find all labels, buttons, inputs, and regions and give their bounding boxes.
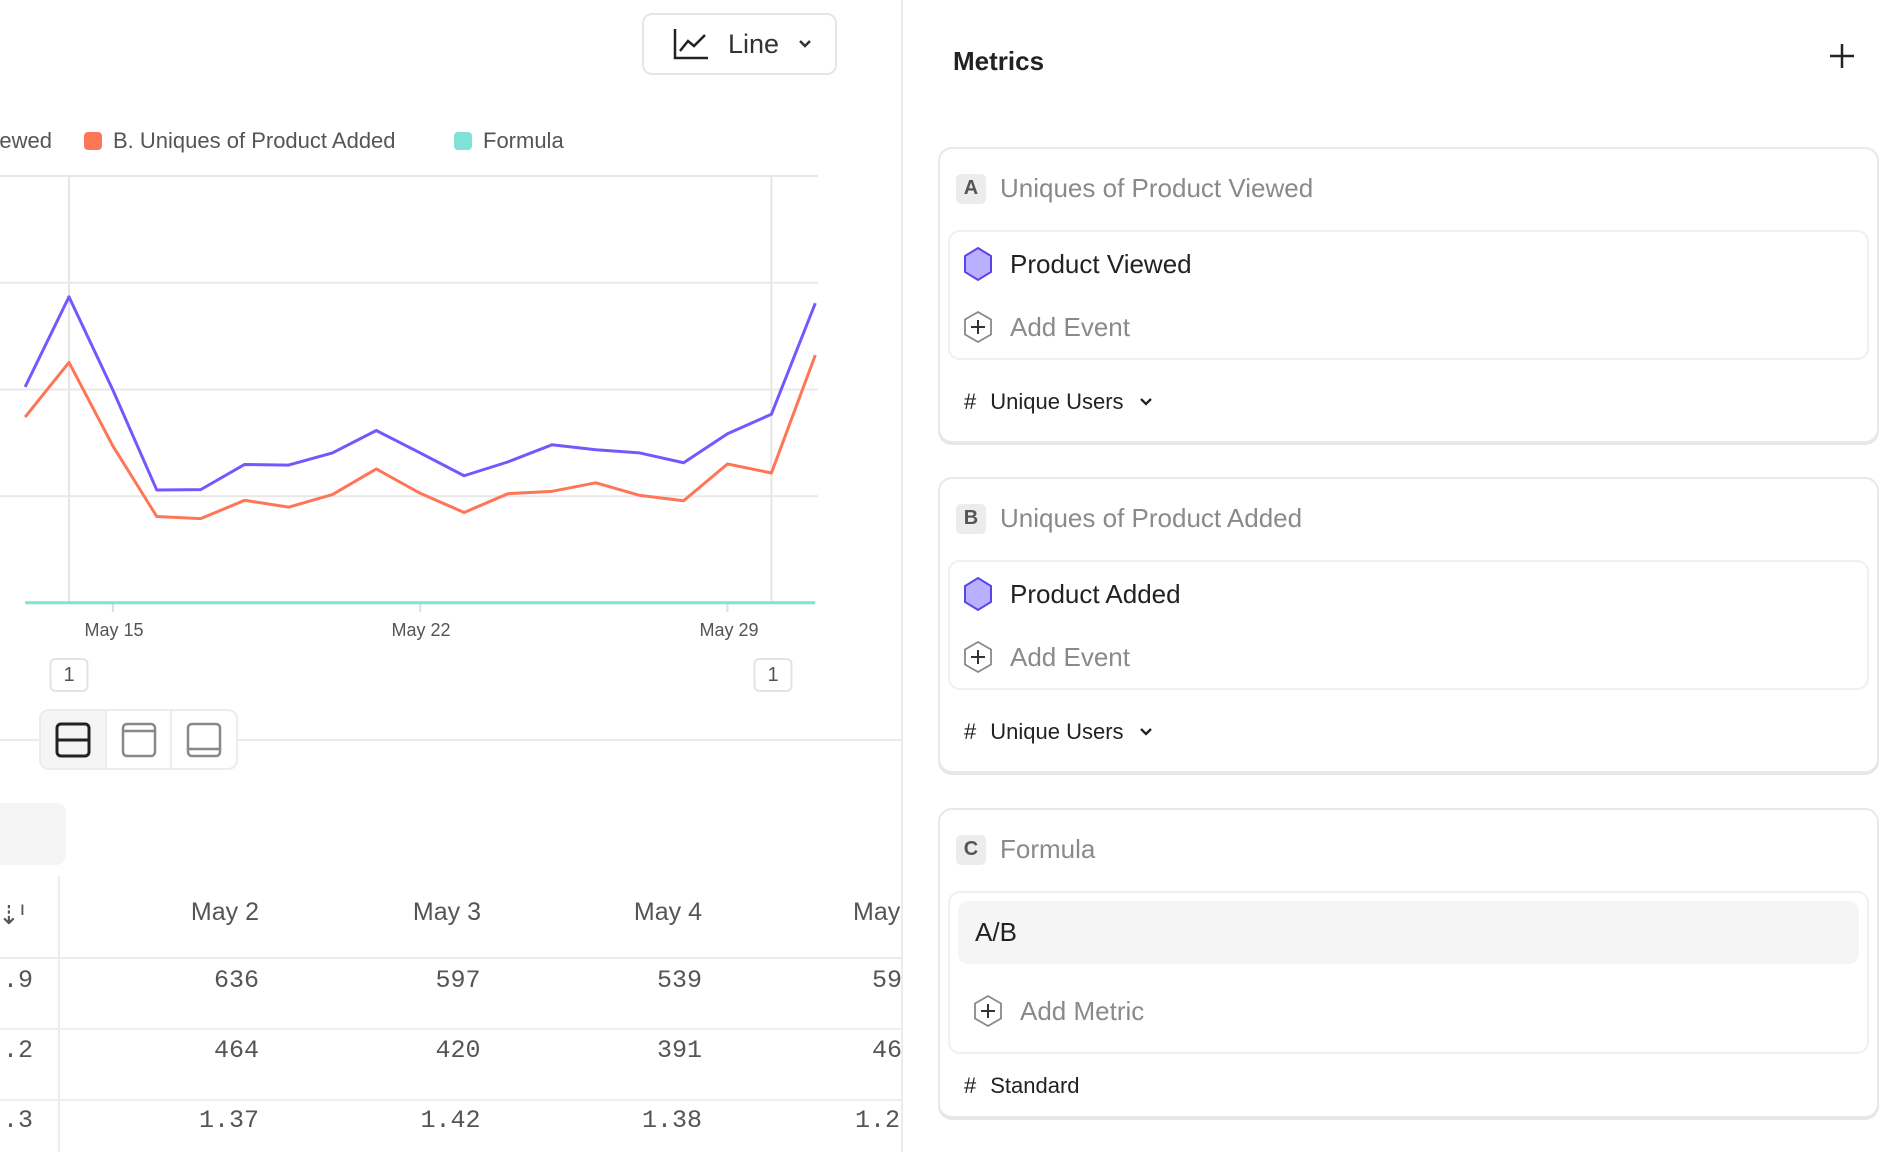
add-event-row[interactable]: Add Event	[962, 640, 1130, 674]
table-cell: .2	[2, 1036, 33, 1065]
aggregation-dropdown[interactable]: # Unique Users	[964, 389, 1154, 415]
metric-card-b: B Uniques of Product Added Product Added …	[938, 477, 1879, 773]
column-header[interactable]: May 4	[633, 898, 702, 926]
table-cell: 420	[435, 1036, 481, 1065]
legend-item-formula[interactable]: Formula	[454, 124, 564, 158]
formula-format[interactable]: # Standard	[964, 1073, 1080, 1099]
table-cell: 391	[656, 1036, 702, 1065]
panel-divider	[0, 739, 901, 741]
row-divider	[0, 1099, 901, 1101]
sort-icon[interactable]: ⇣ᑊ	[0, 900, 25, 930]
metric-card-a: A Uniques of Product Viewed Product Viewe…	[938, 147, 1879, 443]
layout-table-button[interactable]	[172, 711, 236, 768]
legend-label: Formula	[483, 128, 564, 153]
table-cell: .3	[2, 1106, 33, 1135]
layout-split-button[interactable]	[41, 711, 107, 768]
legend-label: B. Uniques of Product Added	[113, 128, 396, 153]
legend-label: A. Uniques of Product Viewed	[0, 128, 52, 153]
event-hexagon-icon	[964, 576, 992, 612]
series-line-a-uniques-of-product-viewed	[23, 295, 817, 492]
split-layout-icon	[55, 722, 91, 757]
chevron-down-icon	[799, 40, 811, 48]
legend-item-b[interactable]: B. Uniques of Product Added	[84, 124, 396, 158]
table-cell: 539	[656, 966, 702, 995]
aggregation-label: Unique Users	[990, 719, 1124, 744]
annotation-badge[interactable]: 1	[753, 658, 793, 692]
event-name: Product Viewed	[1010, 248, 1192, 279]
metric-letter: A	[956, 173, 986, 204]
metrics-title: Metrics	[953, 46, 1045, 76]
add-metric-label: Add Metric	[1020, 995, 1145, 1026]
legend-swatch	[84, 132, 102, 150]
aggregation-label: Unique Users	[990, 389, 1124, 414]
column-header[interactable]: May 3	[412, 898, 481, 926]
table-cell: 597	[435, 966, 481, 995]
legend-swatch	[454, 132, 472, 150]
chart-type-dropdown[interactable]: Line	[642, 13, 837, 75]
add-metric-button[interactable]	[1827, 41, 1857, 76]
aggregation-dropdown[interactable]: # Unique Users	[964, 719, 1154, 745]
event-row[interactable]: Product Viewed	[962, 246, 1192, 282]
event-name: Product Added	[1010, 578, 1181, 609]
table-cell: 46	[872, 1036, 903, 1065]
hash-icon: #	[964, 719, 977, 744]
table-only-layout-icon	[186, 722, 222, 757]
add-hexagon-icon	[964, 640, 992, 674]
add-event-label: Add Event	[1010, 311, 1130, 342]
add-hexagon-icon	[964, 310, 992, 344]
table-cell: 636	[213, 966, 259, 995]
x-tick-label: May 29	[699, 620, 759, 640]
table-cell: 1.38	[641, 1106, 702, 1135]
formula-input[interactable]: A/B	[958, 901, 1859, 964]
hash-icon: #	[964, 389, 977, 414]
table-divider	[58, 876, 60, 1152]
add-hexagon-icon	[974, 994, 1002, 1028]
line-chart	[0, 175, 818, 612]
table-cell: 464	[213, 1036, 259, 1065]
line-chart-icon	[673, 29, 708, 60]
chart-type-label: Line	[728, 28, 780, 59]
chevron-down-icon	[1139, 398, 1152, 406]
header-divider	[0, 957, 901, 959]
format-label: Standard	[990, 1073, 1080, 1098]
metric-letter: B	[956, 503, 986, 534]
metric-name[interactable]: Uniques of Product Viewed	[1000, 173, 1314, 203]
report-panel: Line A. Uniques of Product Viewed B. Uni…	[0, 0, 903, 1152]
column-header[interactable]: May	[853, 898, 901, 926]
chart-only-layout-icon	[121, 722, 156, 757]
table-cell: 59	[872, 966, 903, 995]
table-cell: 1.2	[855, 1106, 901, 1135]
x-tick-label: May 22	[391, 620, 451, 640]
annotation-badge[interactable]: 1	[49, 658, 89, 692]
chevron-down-icon	[1139, 728, 1152, 736]
column-header[interactable]: May 2	[190, 898, 259, 926]
table-cell: 1.37	[198, 1106, 259, 1135]
table-cell: 1.42	[420, 1106, 481, 1135]
event-row[interactable]: Product Added	[962, 576, 1181, 612]
layout-chart-button[interactable]	[107, 711, 173, 768]
event-hexagon-icon	[964, 246, 992, 282]
metric-name[interactable]: Uniques of Product Added	[1000, 503, 1303, 533]
series-line-b-uniques-of-product-added	[23, 354, 817, 521]
search-box[interactable]	[0, 803, 66, 865]
metric-card-formula: C Formula A/B Add Metric # Standard	[938, 808, 1879, 1118]
hash-icon: #	[964, 1073, 977, 1098]
metrics-panel: Metrics A Uniques of Product Viewed Produ…	[905, 0, 1898, 1152]
add-event-row[interactable]: Add Event	[962, 310, 1130, 344]
plus-icon	[1830, 44, 1854, 68]
x-tick-label: May 15	[84, 620, 144, 640]
metric-name[interactable]: Formula	[1000, 834, 1096, 864]
row-divider	[0, 1028, 901, 1030]
add-metric-row[interactable]: Add Metric	[972, 994, 1144, 1028]
metric-letter: C	[956, 834, 986, 865]
layout-toggle	[39, 709, 238, 770]
add-event-label: Add Event	[1010, 641, 1130, 672]
table-cell: .9	[2, 966, 33, 995]
legend-item-a[interactable]: A. Uniques of Product Viewed	[0, 124, 52, 158]
